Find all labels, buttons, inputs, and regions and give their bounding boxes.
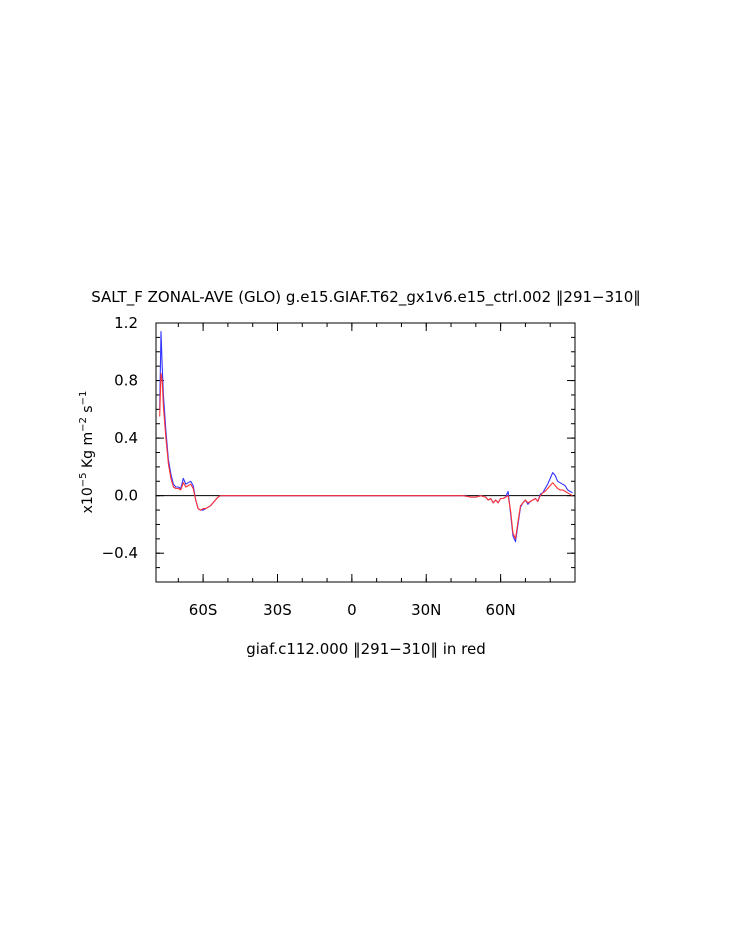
ylabel-prefix: x10 xyxy=(80,487,96,513)
ylabel-exp3: −1 xyxy=(78,391,89,406)
series-line-2 xyxy=(159,372,573,540)
y-tick-label: 0.0 xyxy=(114,487,138,505)
axis-ticks xyxy=(156,322,576,583)
plot-area: 1.2 0.8 0.4 0.0 −0.4 60S 30S 0 30N 60N xyxy=(102,314,576,619)
x-tick-label: 30S xyxy=(263,601,292,619)
ylabel-mid2: s xyxy=(80,405,96,417)
y-tick-label: 1.2 xyxy=(114,314,138,332)
chart-title: SALT_F ZONAL-AVE (GLO) g.e15.GIAF.T62_gx… xyxy=(91,288,641,307)
x-axis-label: giaf.c112.000 ‖291−310‖ in red xyxy=(246,640,486,658)
x-tick-label: 60S xyxy=(189,601,218,619)
series-group xyxy=(159,331,573,543)
x-tick-label: 30N xyxy=(411,601,441,619)
y-tick-label: 0.8 xyxy=(114,372,138,390)
axis-tick-labels: 1.2 0.8 0.4 0.0 −0.4 60S 30S 0 30N 60N xyxy=(102,314,516,619)
plot-frame xyxy=(155,322,576,583)
x-tick-label: 0 xyxy=(347,601,357,619)
y-tick-label: −0.4 xyxy=(102,544,138,562)
y-tick-label: 0.4 xyxy=(114,429,138,447)
ylabel-mid: Kg m xyxy=(80,432,96,473)
ylabel-exp2: −2 xyxy=(78,417,89,432)
ylabel-exp1: −5 xyxy=(78,473,89,488)
y-axis-label: x10−5 Kg m−2 s−1 xyxy=(78,391,96,514)
x-tick-label: 60N xyxy=(485,601,515,619)
